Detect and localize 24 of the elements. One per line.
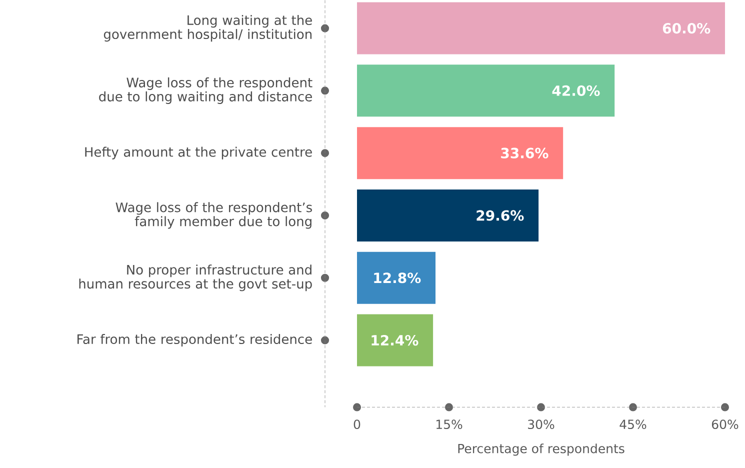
data-label: 12.8% (374, 272, 421, 284)
data-label: 60.0% (662, 22, 710, 34)
bar (357, 314, 434, 366)
bar (357, 126, 564, 179)
x-tick-label: 0 (354, 420, 360, 429)
bar (357, 252, 436, 304)
x-tick-label: 60% (712, 420, 738, 429)
x-tick-label: 15% (436, 420, 462, 429)
y-tick-label: Wage loss of the respondent due to long waiting and distance (99, 77, 312, 104)
y-tick-label: Hefty amount at the private centre (85, 146, 312, 160)
data-label: 33.6% (501, 148, 548, 158)
data-label: 42.0% (552, 85, 600, 96)
bar (357, 64, 615, 117)
bar (357, 189, 539, 242)
y-tick-label: Wage loss of the respondent’s family member due to long (116, 202, 312, 229)
y-tick-label: Far from the respondent’s residence (78, 334, 312, 346)
bar (357, 2, 725, 54)
y-tick-label: Long waiting at the government hospital/ institution (104, 14, 312, 42)
x-tick-label: 45% (620, 420, 646, 429)
data-label: 29.6% (476, 210, 524, 221)
x-tick-label: 30% (528, 420, 554, 429)
y-tick-label: No proper infrastructure and human resources at the govt set-up (79, 264, 312, 292)
data-label: 12.4% (372, 334, 418, 346)
x-axis-title: Percentage of respondents (458, 443, 624, 456)
